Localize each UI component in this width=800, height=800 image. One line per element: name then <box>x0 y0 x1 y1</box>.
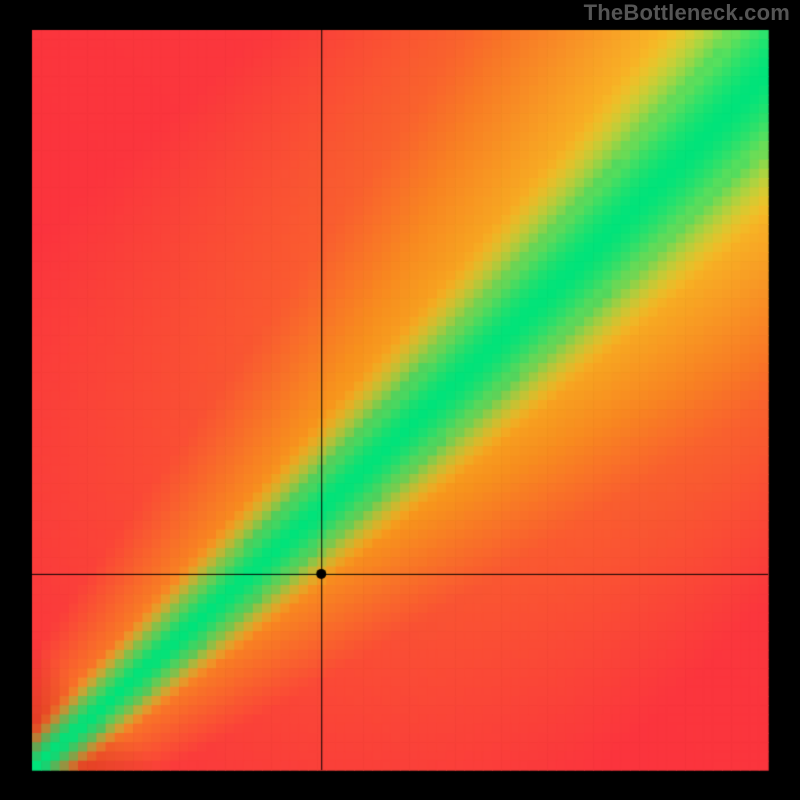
bottleneck-heatmap <box>0 0 800 800</box>
attribution-label: TheBottleneck.com <box>584 0 790 26</box>
chart-container: { "attribution": { "text": "TheBottlenec… <box>0 0 800 800</box>
